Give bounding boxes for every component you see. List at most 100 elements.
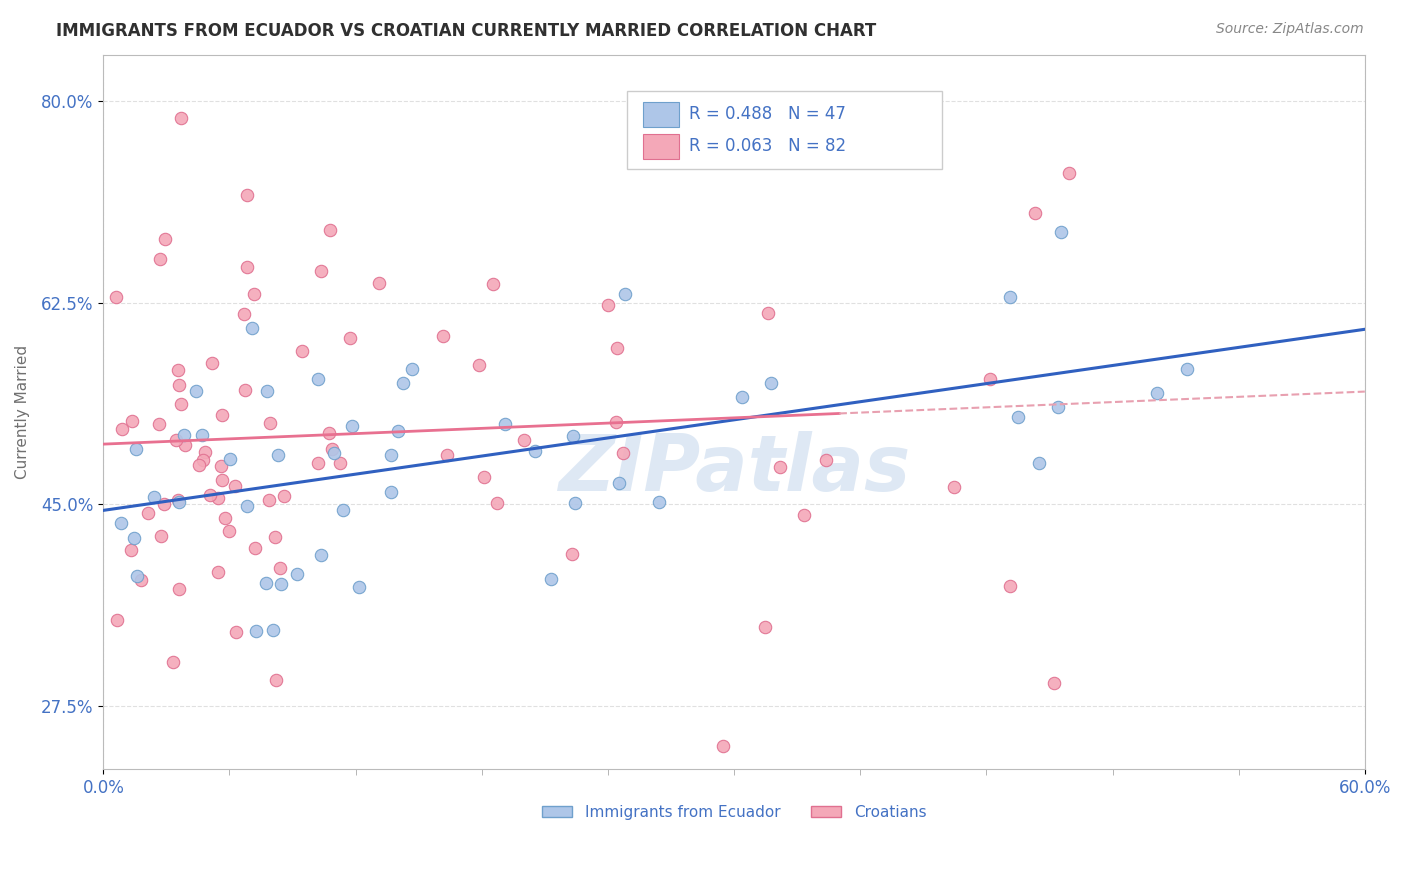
Point xyxy=(167,363,190,377)
Point xyxy=(711,739,734,754)
Point xyxy=(323,446,346,460)
Point xyxy=(307,456,329,470)
Point xyxy=(149,252,172,266)
Point xyxy=(1146,385,1168,400)
Point xyxy=(754,620,776,634)
Point xyxy=(401,362,423,376)
Point xyxy=(174,438,197,452)
Point xyxy=(347,580,370,594)
Point xyxy=(612,446,634,460)
Point xyxy=(120,543,142,558)
Point xyxy=(273,489,295,503)
Text: R = 0.063   N = 82: R = 0.063 N = 82 xyxy=(689,136,846,155)
Point xyxy=(214,511,236,525)
Point xyxy=(561,547,583,561)
Point xyxy=(129,573,152,587)
Point xyxy=(468,358,491,372)
Point xyxy=(340,418,363,433)
Point xyxy=(472,469,495,483)
Point xyxy=(224,479,246,493)
Point xyxy=(191,453,214,467)
Point xyxy=(243,286,266,301)
Point xyxy=(211,408,233,422)
Point xyxy=(1007,410,1029,425)
Point xyxy=(153,497,176,511)
Point xyxy=(627,120,650,134)
Point xyxy=(165,433,187,447)
Point xyxy=(169,582,191,596)
Text: ZIPatlas: ZIPatlas xyxy=(558,432,910,508)
Point xyxy=(243,541,266,555)
Point xyxy=(201,356,224,370)
Point xyxy=(125,442,148,457)
Point xyxy=(432,328,454,343)
Point xyxy=(759,376,782,390)
Point xyxy=(259,416,281,430)
Point xyxy=(207,491,229,505)
Point xyxy=(1028,456,1050,470)
Point xyxy=(815,452,838,467)
Point xyxy=(329,456,352,470)
Point xyxy=(162,655,184,669)
Point xyxy=(153,231,176,245)
Point xyxy=(218,524,240,539)
Point xyxy=(194,445,217,459)
Point xyxy=(169,378,191,392)
Point xyxy=(436,448,458,462)
Y-axis label: Currently Married: Currently Married xyxy=(15,345,30,479)
Point xyxy=(219,452,242,467)
Point xyxy=(122,532,145,546)
Point xyxy=(614,286,637,301)
Point xyxy=(318,426,340,441)
Point xyxy=(254,576,277,591)
Point xyxy=(232,307,254,321)
Point xyxy=(319,223,342,237)
Point xyxy=(167,495,190,509)
Point xyxy=(307,372,329,386)
Point xyxy=(1047,400,1070,414)
Point xyxy=(998,290,1021,304)
Point xyxy=(211,458,233,473)
Point xyxy=(793,508,815,523)
Point xyxy=(236,188,259,202)
Point xyxy=(564,496,586,510)
Point xyxy=(609,476,631,491)
Point xyxy=(979,371,1001,385)
FancyBboxPatch shape xyxy=(627,91,942,169)
Point xyxy=(104,290,127,304)
Point xyxy=(259,492,281,507)
Point xyxy=(148,417,170,431)
Point xyxy=(170,397,193,411)
Point xyxy=(769,460,792,475)
Point xyxy=(264,673,287,687)
Point xyxy=(233,384,256,398)
Bar xyxy=(644,134,679,159)
Point xyxy=(367,276,389,290)
Point xyxy=(127,568,149,582)
Point xyxy=(173,427,195,442)
Point xyxy=(149,529,172,543)
Text: Source: ZipAtlas.com: Source: ZipAtlas.com xyxy=(1216,22,1364,37)
Point xyxy=(523,444,546,458)
Point xyxy=(309,548,332,562)
Point xyxy=(256,384,278,398)
Point xyxy=(190,428,212,442)
Point xyxy=(269,561,291,575)
Legend: Immigrants from Ecuador, Croatians: Immigrants from Ecuador, Croatians xyxy=(536,798,932,826)
Point xyxy=(321,442,343,457)
Point xyxy=(332,503,354,517)
Point xyxy=(170,111,193,125)
Point xyxy=(605,415,627,429)
Point xyxy=(392,376,415,390)
Text: R = 0.488   N = 47: R = 0.488 N = 47 xyxy=(689,104,845,123)
Point xyxy=(211,473,233,487)
Point xyxy=(225,625,247,640)
Point xyxy=(598,298,620,312)
Point xyxy=(110,516,132,530)
Point xyxy=(513,434,536,448)
Bar xyxy=(644,102,679,127)
Point xyxy=(291,344,314,359)
Point xyxy=(731,390,754,404)
Point xyxy=(187,458,209,472)
Point xyxy=(267,448,290,462)
